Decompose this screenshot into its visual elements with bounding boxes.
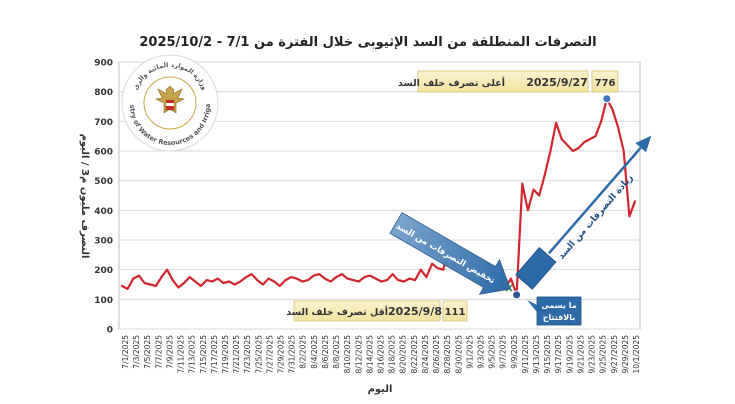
y-axis-ticks: 0 100 200 300 400 500 600 700 800 900 [94, 59, 113, 336]
x-tick-label: 7/7/2025 [154, 335, 163, 369]
y-tick-label: 0 [107, 326, 113, 336]
x-tick-label: 8/24/2025 [421, 335, 430, 374]
y-axis-title: التصرف مليون م3 / اليوم [79, 134, 90, 259]
x-tick-label: 8/14/2025 [365, 335, 374, 374]
y-tick-label: 800 [94, 88, 113, 98]
x-tick-label: 8/26/2025 [432, 335, 441, 374]
x-tick-label: 9/13/2025 [532, 335, 541, 374]
x-tick-label: 8/22/2025 [410, 335, 419, 374]
min-annotation: أقل تصرف خلف السد 2025/9/8 111 [286, 300, 468, 322]
x-tick-label: 8/30/2025 [454, 335, 463, 374]
x-tick-label: 8/16/2025 [377, 335, 386, 374]
x-tick-label: 9/17/2025 [554, 335, 563, 374]
x-tick-label: 9/23/2025 [588, 335, 597, 374]
x-tick-label: 7/9/2025 [165, 335, 174, 369]
x-tick-label: 9/11/2025 [521, 335, 530, 374]
x-tick-label: 7/31/2025 [288, 335, 297, 374]
x-tick-label: 8/4/2025 [310, 335, 319, 369]
x-tick-label: 7/13/2025 [188, 335, 197, 374]
x-tick-label: 8/20/2025 [399, 335, 408, 374]
x-tick-label: 9/3/2025 [476, 335, 485, 369]
max-date: 2025/9/27 [526, 76, 588, 89]
x-tick-label: 7/11/2025 [177, 335, 186, 374]
y-tick-label: 600 [94, 148, 113, 158]
max-value: 776 [595, 78, 616, 89]
svg-text:بالافتتاح: بالافتتاح [543, 313, 576, 322]
x-tick-label: 7/19/2025 [221, 335, 230, 374]
x-tick-label: 9/7/2025 [499, 335, 508, 369]
min-value: 111 [445, 307, 466, 318]
y-tick-label: 300 [94, 237, 113, 247]
x-tick-label: 9/27/2025 [610, 335, 619, 374]
y-tick-label: 400 [94, 207, 113, 217]
y-tick-label: 500 [94, 177, 113, 187]
x-tick-label: 9/5/2025 [488, 335, 497, 369]
x-tick-label: 7/1/2025 [121, 335, 130, 369]
y-tick-label: 700 [94, 118, 113, 128]
svg-text:ما يسمى: ما يسمى [541, 301, 576, 310]
x-tick-label: 9/9/2025 [510, 335, 519, 369]
x-tick-label: 9/29/2025 [621, 335, 630, 374]
min-label: أقل تصرف خلف السد [286, 305, 388, 318]
x-tick-label: 8/2/2025 [299, 335, 308, 369]
x-tick-label: 7/25/2025 [254, 335, 263, 374]
min-date: 2025/9/8 [388, 305, 442, 318]
x-tick-label: 7/23/2025 [243, 335, 252, 374]
x-tick-label: 7/3/2025 [132, 335, 141, 369]
x-tick-label: 7/29/2025 [277, 335, 286, 374]
x-tick-label: 9/15/2025 [543, 335, 552, 374]
x-tick-label: 8/10/2025 [343, 335, 352, 374]
x-tick-label: 10/1/2025 [632, 335, 641, 374]
series-line [120, 97, 637, 296]
y-tick-label: 200 [94, 266, 113, 276]
x-tick-label: 9/19/2025 [565, 335, 574, 374]
y-tick-label: 100 [94, 296, 113, 306]
x-tick-label: 9/1/2025 [465, 335, 474, 369]
min-point-marker [512, 290, 522, 300]
x-axis-title: اليوم [368, 384, 393, 395]
x-tick-label: 7/15/2025 [199, 335, 208, 374]
chart-title: التصرفات المنطلقة من السد الإثيوبى خلال … [139, 35, 596, 50]
x-tick-label: 8/12/2025 [354, 335, 363, 374]
max-point-marker [602, 94, 612, 104]
max-label: أعلى تصرف خلف السد [398, 76, 505, 89]
x-tick-label: 7/17/2025 [210, 335, 219, 374]
x-tick-label: 7/27/2025 [265, 335, 274, 374]
x-tick-label: 8/28/2025 [443, 335, 452, 374]
x-tick-label: 7/21/2025 [232, 335, 241, 374]
x-tick-label: 8/6/2025 [321, 335, 330, 369]
eagle-icon [155, 85, 185, 114]
x-tick-label: 9/21/2025 [576, 335, 585, 374]
opening-note: ما يسمى بالافتتاح [527, 296, 582, 326]
x-tick-label: 8/8/2025 [332, 335, 341, 369]
x-axis-ticks: 7/1/2025 7/3/2025 7/5/2025 7/7/2025 7/9/2025… [121, 335, 641, 374]
x-tick-label: 7/5/2025 [143, 335, 152, 369]
x-tick-label: 9/25/2025 [599, 335, 608, 374]
ministry-logo: وزارة الموارد المائية والرى Ministry of … [0, 0, 219, 152]
x-tick-label: 8/18/2025 [388, 335, 397, 374]
max-annotation: أعلى تصرف خلف السد 2025/9/27 776 [398, 70, 619, 93]
y-tick-label: 900 [94, 59, 113, 69]
